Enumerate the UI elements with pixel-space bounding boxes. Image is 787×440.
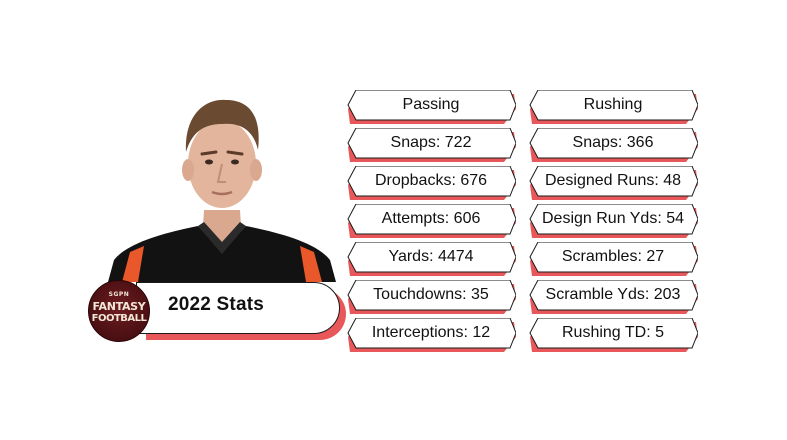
rushing-stat: Rushing TD: 5 [528,318,698,352]
passing-stat-label: Interceptions: 12 [371,324,491,341]
passing-stat: Touchdowns: 35 [346,280,516,314]
banner-pill [136,282,340,334]
passing-stat: Interceptions: 12 [346,318,516,352]
passing-stat-label: Yards: 4474 [388,248,474,265]
passing-stat: Yards: 4474 [346,242,516,276]
rushing-stat: Snaps: 366 [528,128,698,162]
passing-stat-label: Touchdowns: 35 [373,286,489,303]
passing-stat: Attempts: 606 [346,204,516,238]
banner-label: 2022 Stats [168,294,265,315]
rushing-stat: Designed Runs: 48 [528,166,698,200]
rushing-stat: Design Run Yds: 54 [528,204,698,238]
passing-stat-label: Dropbacks: 676 [374,172,488,189]
rushing-stat-label: Snaps: 366 [572,134,654,151]
stats-banner: 2022 Stats SGPN FANTASY FOOTBALL [88,280,348,344]
passing-header-label: Passing [402,96,460,113]
logo-line1: FANTASY [92,300,146,313]
sgpn-fantasy-football-logo-icon: SGPN FANTASY FOOTBALL [88,280,150,342]
rushing-stat-label: Scrambles: 27 [561,248,665,265]
player-headshot-icon [108,99,336,282]
rushing-stat-label: Rushing TD: 5 [562,324,664,341]
passing-stat: Snaps: 722 [346,128,516,162]
rushing-header: Rushing [528,90,698,124]
passing-header: Passing [346,90,516,124]
rushing-stat-label: Scramble Yds: 203 [545,286,681,303]
passing-stat-label: Snaps: 722 [390,134,472,151]
rushing-stat: Scramble Yds: 203 [528,280,698,314]
passing-stat: Dropbacks: 676 [346,166,516,200]
logo-line2: FOOTBALL [91,313,147,324]
rushing-stat-label: Designed Runs: 48 [544,172,682,189]
rushing-stat: Scrambles: 27 [528,242,698,276]
passing-stat-label: Attempts: 606 [381,210,481,227]
logo-small-text: SGPN [108,291,130,298]
rushing-header-label: Rushing [583,96,643,113]
rushing-stat-label: Design Run Yds: 54 [541,210,684,227]
player-photo [108,92,336,282]
